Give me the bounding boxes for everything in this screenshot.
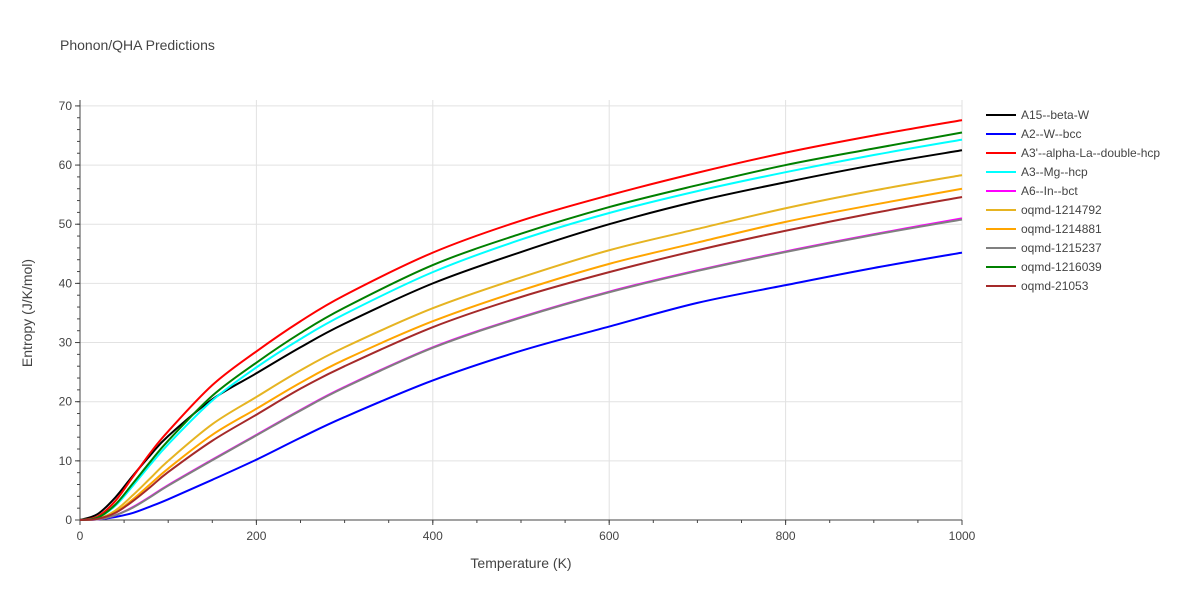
y-axis-title: Entropy (J/K/mol) [19,259,35,367]
legend-item-oqmd-21053[interactable]: oqmd-21053 [986,279,1089,293]
legend: A15--beta-W A2--W--bcc A3'--alpha-La--doub… [986,108,1160,293]
legend-item-a2-w-bcc[interactable]: A2--W--bcc [986,127,1081,141]
legend-item-a15-beta-w[interactable]: A15--beta-W [986,108,1090,122]
x-tick-label: 800 [776,529,796,543]
legend-label: A2--W--bcc [1021,127,1081,141]
y-tick-label: 10 [59,454,73,468]
series-line-a6-in-bct [79,217,963,521]
legend-item-oqmd-1214792[interactable]: oqmd-1214792 [986,203,1102,217]
series-line-oqmd-1214881 [79,187,963,521]
y-axis-ticks: 0 10 20 30 40 50 60 70 [59,99,80,527]
series-line-oqmd-21053 [79,196,963,521]
x-axis-title: Temperature (K) [470,555,571,571]
x-tick-label: 0 [77,529,84,543]
legend-label: A6--In--bct [1021,184,1078,198]
legend-label: oqmd-1214792 [1021,203,1102,217]
x-tick-label: 600 [599,529,619,543]
legend-label: A15--beta-W [1021,108,1090,122]
legend-item-oqmd-1216039[interactable]: oqmd-1216039 [986,260,1102,274]
grid [77,100,963,523]
y-tick-label: 30 [59,336,73,350]
y-tick-label: 40 [59,276,73,290]
series-lines [79,119,963,521]
y-tick-label: 70 [59,99,73,113]
series-line-a3-mg-hcp [79,138,963,521]
legend-label: oqmd-1214881 [1021,222,1102,236]
legend-label: A3--Mg--hcp [1021,165,1088,179]
x-tick-label: 1000 [949,529,976,543]
series-line-oqmd-1214792 [79,174,963,521]
legend-item-oqmd-1215237[interactable]: oqmd-1215237 [986,241,1102,255]
legend-item-a3-alpha-la-double-hcp[interactable]: A3'--alpha-La--double-hcp [986,146,1160,160]
x-tick-label: 200 [246,529,266,543]
legend-label: oqmd-1215237 [1021,241,1102,255]
series-line-oqmd-1215237 [79,218,963,521]
legend-label: A3'--alpha-La--double-hcp [1021,146,1160,160]
y-tick-label: 50 [59,217,73,231]
x-axis-ticks: 0 200 400 600 800 1000 [77,520,976,543]
series-line-a2-w-bcc [79,251,963,521]
legend-item-a6-in-bct[interactable]: A6--In--bct [986,184,1078,198]
y-tick-label: 20 [59,395,73,409]
series-line-oqmd-1216039 [79,131,963,521]
legend-label: oqmd-1216039 [1021,260,1102,274]
y-tick-label: 60 [59,158,73,172]
legend-item-a3-mg-hcp[interactable]: A3--Mg--hcp [986,165,1088,179]
legend-item-oqmd-1214881[interactable]: oqmd-1214881 [986,222,1102,236]
y-tick-label: 0 [65,513,72,527]
series-line-a15-beta-w [79,149,963,521]
legend-label: oqmd-21053 [1021,279,1089,293]
x-tick-label: 400 [423,529,443,543]
series-line-a3-alpha-la-double-hcp [79,119,963,521]
chart-title: Phonon/QHA Predictions [60,37,215,53]
